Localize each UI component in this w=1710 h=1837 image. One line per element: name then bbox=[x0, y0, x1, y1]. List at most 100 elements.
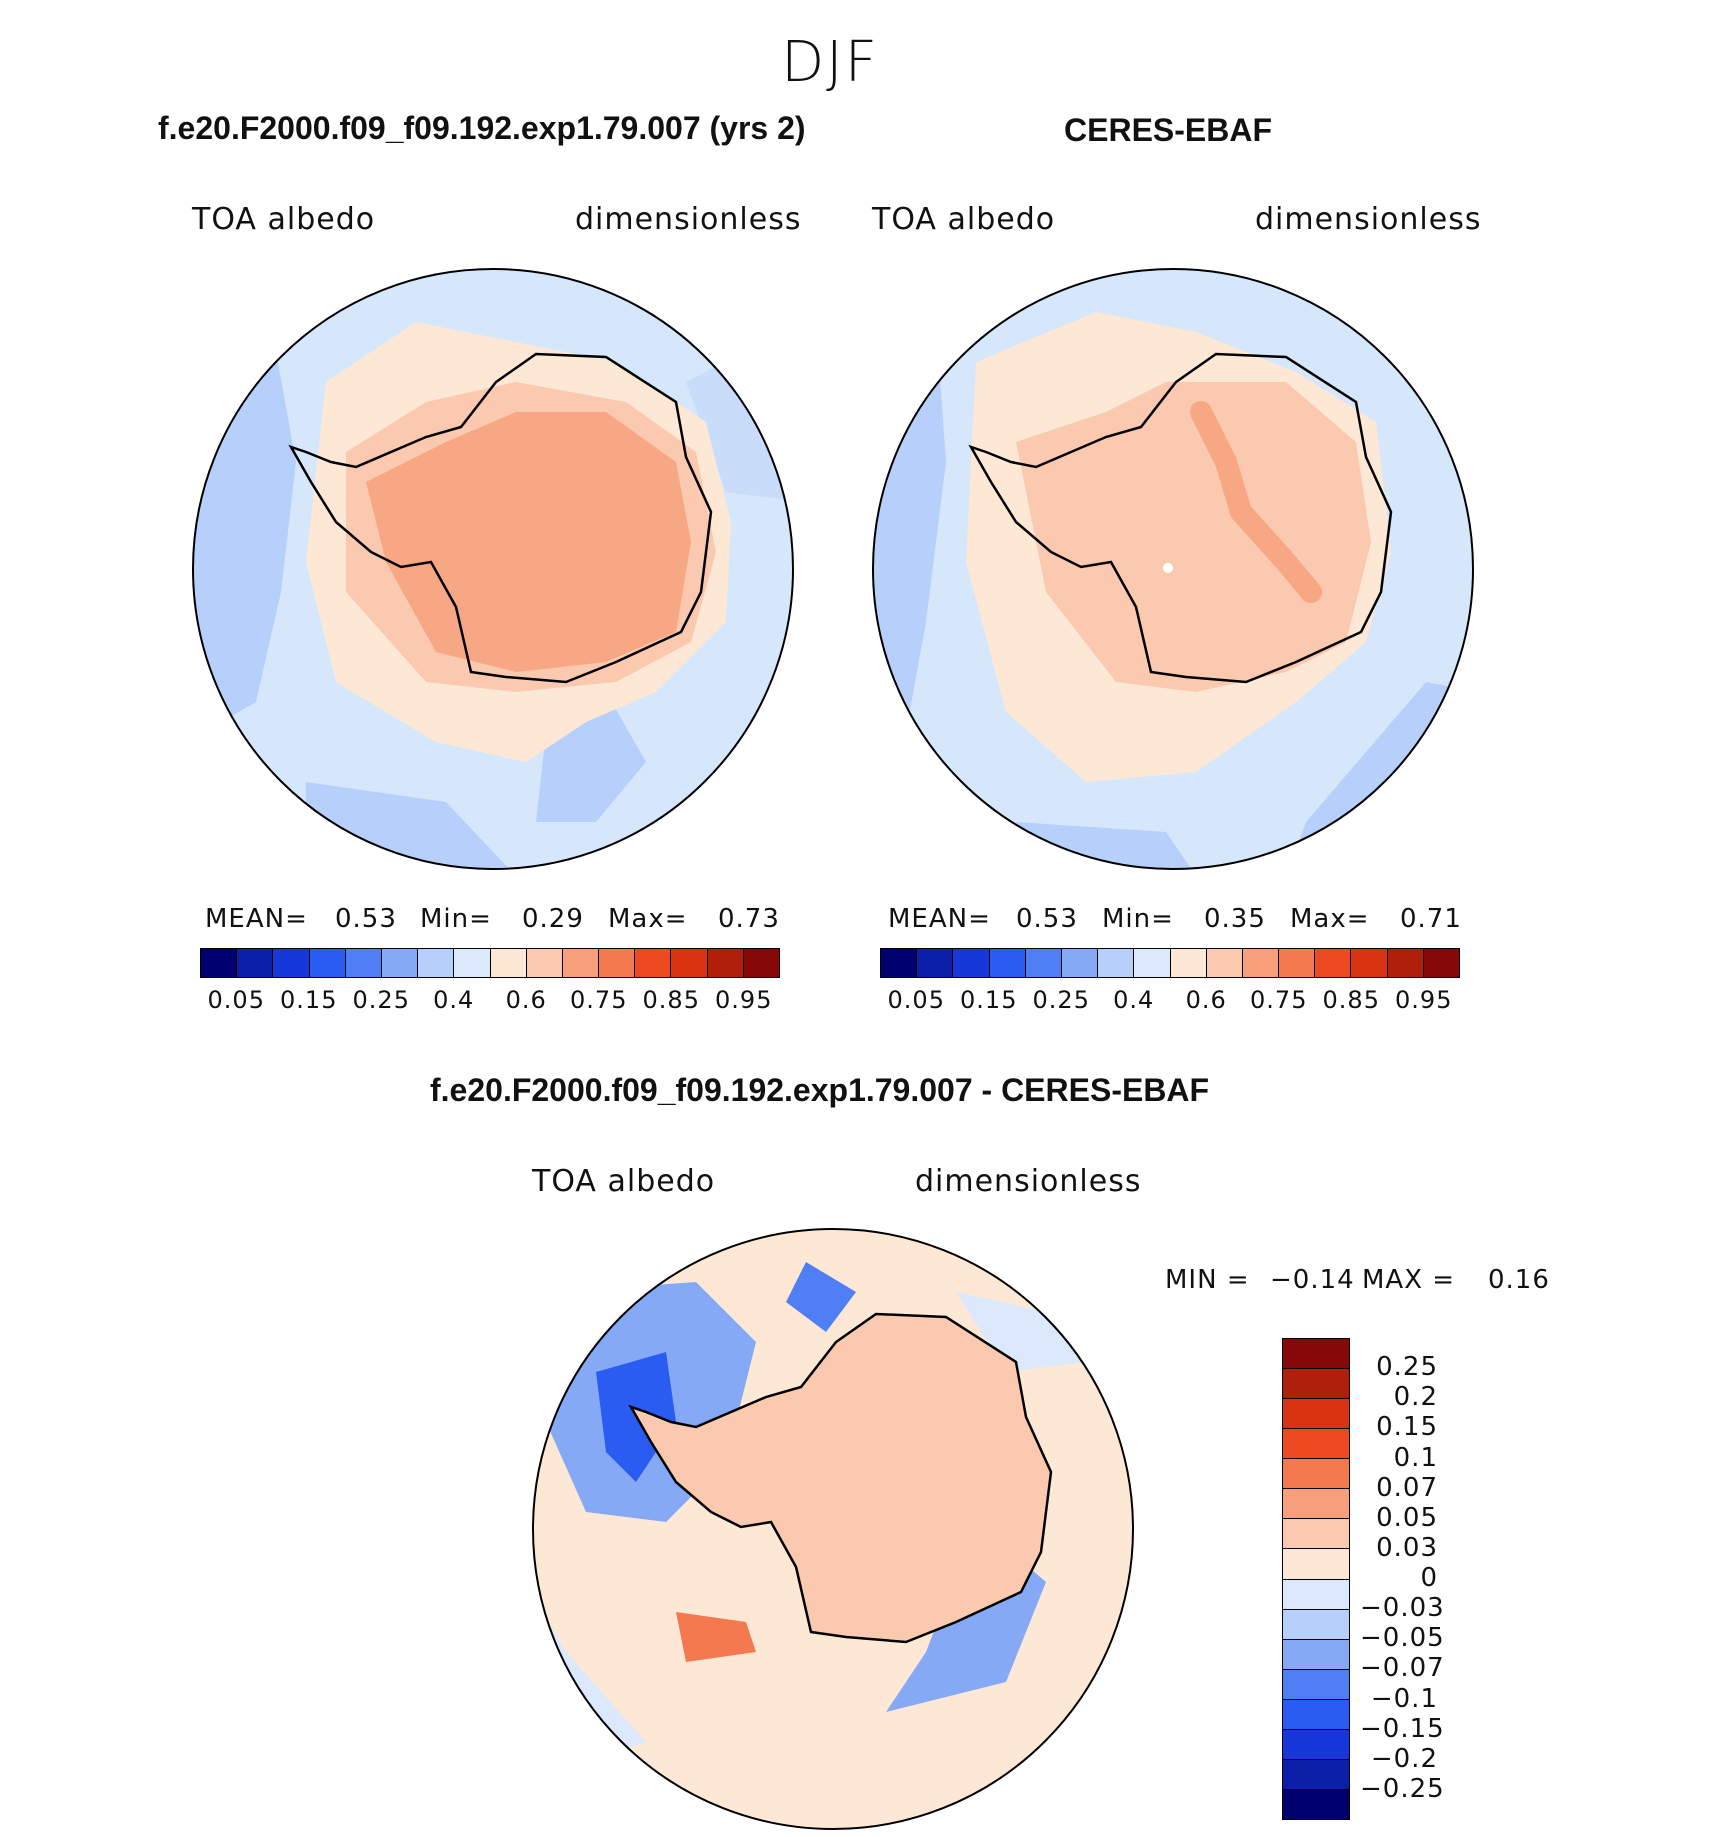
obs-colorbar-swatch bbox=[881, 949, 918, 977]
obs-colorbar-swatch bbox=[1134, 949, 1171, 977]
diff-colorbar-tick-label: 0.25 bbox=[1376, 1352, 1438, 1383]
obs-colorbar-tick-label: 0.25 bbox=[1032, 986, 1090, 1014]
model-colorbar-swatch bbox=[309, 949, 346, 977]
diff-colorbar-swatch bbox=[1283, 1789, 1349, 1819]
obs-min-value: 0.35 bbox=[1204, 904, 1266, 934]
model-colorbar-swatch bbox=[743, 949, 779, 977]
obs-colorbar-tick-label: 0.6 bbox=[1185, 986, 1227, 1014]
diff-units-label: dimensionless bbox=[915, 1164, 1142, 1199]
obs-colorbar-swatch bbox=[1206, 949, 1243, 977]
obs-colorbar-swatch bbox=[953, 949, 990, 977]
model-min-value: 0.29 bbox=[522, 904, 584, 934]
model-colorbar-swatch bbox=[671, 949, 708, 977]
obs-colorbar-swatch bbox=[1242, 949, 1280, 977]
season-title: DJF bbox=[781, 30, 879, 95]
model-variable-label: TOA albedo bbox=[192, 202, 376, 237]
diff-colorbar-swatch bbox=[1283, 1549, 1349, 1580]
obs-colorbar-swatch bbox=[1170, 949, 1207, 977]
diff-colorbar-swatch bbox=[1283, 1369, 1349, 1400]
obs-colorbar-tick-label: 0.75 bbox=[1250, 986, 1308, 1014]
obs-max-label: Max= bbox=[1290, 904, 1370, 934]
obs-mean-label: MEAN= bbox=[888, 904, 991, 934]
diff-colorbar-tick-label: −0.07 bbox=[1360, 1653, 1445, 1684]
obs-min-label: Min= bbox=[1102, 904, 1174, 934]
diff-colorbar-tick-label: −0.15 bbox=[1360, 1713, 1445, 1744]
obs-colorbar-swatch bbox=[1098, 949, 1135, 977]
diff-max-label: MAX = bbox=[1362, 1265, 1456, 1295]
diff-panel-title: f.e20.F2000.f09_f09.192.exp1.79.007 - CE… bbox=[430, 1072, 1210, 1108]
model-colorbar-tick-label: 0.95 bbox=[715, 986, 773, 1014]
obs-panel-title: CERES-EBAF bbox=[1064, 112, 1273, 148]
obs-colorbar-tick-label: 0.15 bbox=[960, 986, 1018, 1014]
model-colorbar-swatch bbox=[345, 949, 382, 977]
antarctica-high-albedo bbox=[366, 412, 691, 672]
diff-colorbar bbox=[1282, 1338, 1350, 1820]
diff-colorbar-swatch bbox=[1283, 1579, 1349, 1610]
diff-colorbar-tick-label: 0.2 bbox=[1393, 1382, 1438, 1413]
diff-colorbar-swatch bbox=[1283, 1489, 1349, 1520]
obs-colorbar-swatch bbox=[1279, 949, 1316, 977]
model-panel-title: f.e20.F2000.f09_f09.192.exp1.79.007 (yrs… bbox=[158, 110, 806, 146]
map-boundary bbox=[192, 268, 794, 870]
obs-colorbar-swatch bbox=[989, 949, 1026, 977]
model-colorbar-tick-label: 0.15 bbox=[280, 986, 338, 1014]
diff-min-label: MIN = bbox=[1165, 1265, 1250, 1295]
diff-colorbar-swatch bbox=[1283, 1519, 1349, 1550]
diff-colorbar-swatch bbox=[1283, 1399, 1349, 1430]
model-min-label: Min= bbox=[420, 904, 492, 934]
antarctica-high-albedo bbox=[1016, 382, 1371, 692]
model-mean-label: MEAN= bbox=[205, 904, 308, 934]
obs-max-value: 0.71 bbox=[1400, 904, 1462, 934]
obs-polar-map bbox=[872, 268, 1474, 870]
obs-colorbar-swatch bbox=[1387, 949, 1424, 977]
obs-colorbar-swatch bbox=[1315, 949, 1352, 977]
pole-marker bbox=[1163, 563, 1173, 573]
obs-mean-value: 0.53 bbox=[1016, 904, 1078, 934]
antarctica-coastline bbox=[628, 1312, 1053, 1644]
model-colorbar bbox=[200, 948, 780, 978]
obs-colorbar-tick-label: 0.95 bbox=[1395, 986, 1453, 1014]
negative-bias-north bbox=[786, 1262, 856, 1332]
obs-colorbar-tick-label: 0.4 bbox=[1113, 986, 1155, 1014]
obs-variable-label: TOA albedo bbox=[872, 202, 1056, 237]
diff-colorbar-tick-label: −0.1 bbox=[1370, 1683, 1438, 1714]
diff-colorbar-ticks: 0.25 0.2 0.15 0.1 0.07 0.05 0.03 0 −0.03 −0.05 −0.… bbox=[1360, 1338, 1490, 1820]
diff-colorbar-tick-label: −0.2 bbox=[1370, 1743, 1438, 1774]
model-colorbar-swatch bbox=[635, 949, 672, 977]
obs-units-label: dimensionless bbox=[1255, 202, 1482, 237]
diff-max-value: 0.16 bbox=[1488, 1265, 1550, 1295]
diff-min-value: −0.14 bbox=[1270, 1265, 1355, 1295]
positive-bias-southwest bbox=[676, 1612, 756, 1662]
obs-colorbar-swatch bbox=[1423, 949, 1459, 977]
model-mean-value: 0.53 bbox=[335, 904, 397, 934]
model-colorbar-tick-label: 0.75 bbox=[570, 986, 628, 1014]
diff-colorbar-swatch bbox=[1283, 1759, 1349, 1790]
diff-variable-label: TOA albedo bbox=[532, 1164, 716, 1199]
diff-colorbar-tick-label: 0.15 bbox=[1376, 1412, 1438, 1443]
diff-colorbar-tick-label: 0.07 bbox=[1376, 1472, 1438, 1503]
map-boundary bbox=[872, 268, 1474, 870]
model-colorbar-tick-label: 0.6 bbox=[505, 986, 547, 1014]
diff-colorbar-swatch bbox=[1283, 1609, 1349, 1640]
obs-colorbar-swatch bbox=[1061, 949, 1099, 977]
model-colorbar-swatch bbox=[418, 949, 455, 977]
obs-colorbar-tick-label: 0.85 bbox=[1322, 986, 1380, 1014]
diff-colorbar-swatch bbox=[1283, 1729, 1349, 1760]
model-colorbar-swatch bbox=[599, 949, 636, 977]
diff-colorbar-tick-label: −0.05 bbox=[1360, 1623, 1445, 1654]
model-colorbar-swatch bbox=[490, 949, 527, 977]
diff-colorbar-tick-label: −0.25 bbox=[1360, 1773, 1445, 1804]
diff-colorbar-swatch bbox=[1283, 1699, 1349, 1730]
ice-ridge-feature bbox=[1190, 401, 1322, 603]
diff-colorbar-swatch bbox=[1283, 1669, 1349, 1700]
model-max-label: Max= bbox=[608, 904, 688, 934]
model-colorbar-tick-label: 0.05 bbox=[207, 986, 265, 1014]
model-colorbar-tick-label: 0.85 bbox=[642, 986, 700, 1014]
diff-colorbar-tick-label: 0.03 bbox=[1376, 1532, 1438, 1563]
model-colorbar-ticks: 0.05 0.15 0.25 0.4 0.6 0.75 0.85 0.95 bbox=[200, 986, 780, 1020]
model-colorbar-swatch bbox=[562, 949, 600, 977]
obs-colorbar bbox=[880, 948, 1460, 978]
model-colorbar-tick-label: 0.4 bbox=[433, 986, 475, 1014]
model-colorbar-swatch bbox=[237, 949, 274, 977]
model-colorbar-swatch bbox=[707, 949, 744, 977]
